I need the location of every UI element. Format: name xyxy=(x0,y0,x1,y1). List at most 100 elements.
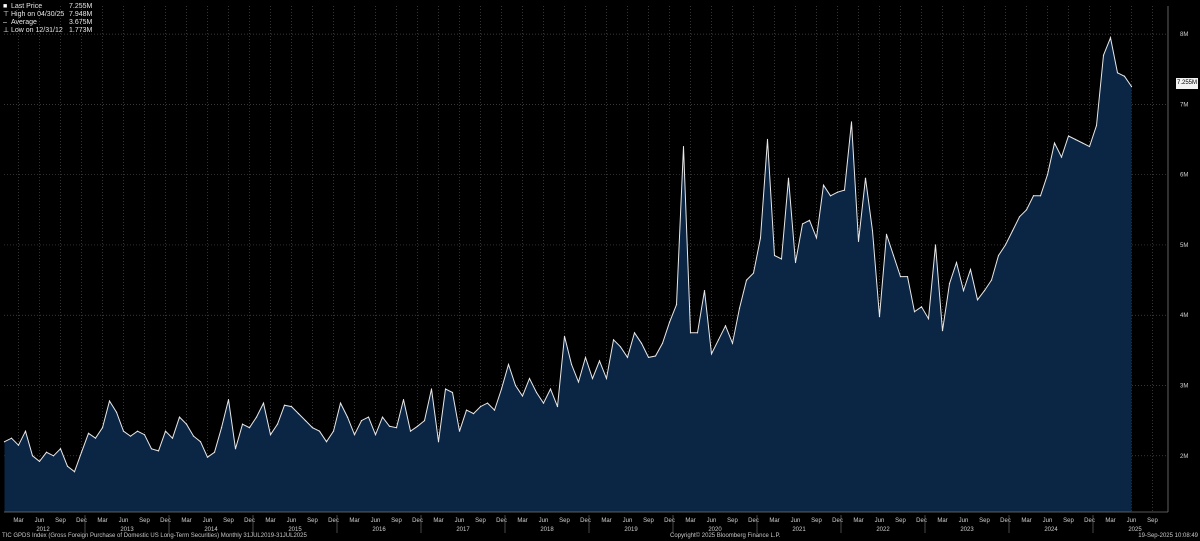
data-point xyxy=(633,332,636,334)
data-point xyxy=(570,363,573,366)
data-point xyxy=(1011,230,1014,232)
data-point xyxy=(563,335,566,337)
data-point xyxy=(710,353,713,355)
x-month-label: Mar xyxy=(601,518,611,524)
average-dash-icon: – xyxy=(3,19,7,26)
data-point xyxy=(948,282,951,285)
x-month-label: Mar xyxy=(265,518,275,524)
data-point xyxy=(794,261,797,264)
data-point xyxy=(801,223,804,225)
x-month-label: Jun xyxy=(287,518,297,524)
data-point xyxy=(829,195,832,197)
x-month-label: Dec xyxy=(160,518,171,524)
data-point xyxy=(241,423,244,425)
x-month-label: Jun xyxy=(707,518,717,524)
legend-average: – Average 3.675M xyxy=(3,19,92,27)
x-month-label: Jun xyxy=(1043,518,1053,524)
x-year-label: 2024 xyxy=(1044,527,1058,533)
data-point xyxy=(892,254,895,257)
data-point xyxy=(409,430,412,432)
data-point xyxy=(878,316,881,318)
data-point xyxy=(619,346,622,348)
data-point xyxy=(325,441,328,443)
high-marker-icon: ⊤ xyxy=(3,11,10,18)
data-point xyxy=(346,416,349,418)
data-point xyxy=(192,435,195,437)
y-tick-label: 6M xyxy=(1180,173,1188,179)
x-year-label: 2014 xyxy=(204,527,218,533)
data-point xyxy=(885,233,888,236)
series-area xyxy=(4,37,1132,513)
x-year-label: 2022 xyxy=(876,527,890,533)
x-month-label: Mar xyxy=(349,518,359,524)
x-month-label: Jun xyxy=(1127,518,1137,524)
x-month-label: Dec xyxy=(748,518,759,524)
data-point xyxy=(899,275,902,278)
data-point xyxy=(1102,54,1105,56)
x-month-label: Dec xyxy=(832,518,843,524)
data-point xyxy=(150,448,153,450)
data-point xyxy=(136,430,139,432)
data-point xyxy=(738,307,741,309)
data-point xyxy=(269,434,272,436)
data-point xyxy=(1032,195,1035,197)
x-year-label: 2016 xyxy=(372,527,386,533)
data-point xyxy=(332,430,335,432)
x-month-label: Mar xyxy=(433,518,443,524)
data-point xyxy=(1074,138,1077,141)
data-point xyxy=(1088,145,1091,148)
data-point xyxy=(661,342,664,344)
x-month-label: Mar xyxy=(685,518,695,524)
data-point xyxy=(836,191,839,193)
legend-low-label: Low on 12/31/12 xyxy=(11,27,63,34)
data-point xyxy=(493,409,496,411)
x-month-label: Sep xyxy=(811,518,822,524)
data-point xyxy=(787,177,790,179)
data-point xyxy=(472,413,475,415)
data-point xyxy=(66,465,69,467)
x-month-label: Sep xyxy=(727,518,738,524)
data-point xyxy=(647,356,650,358)
data-point xyxy=(1116,72,1119,74)
data-point xyxy=(955,261,958,264)
data-point xyxy=(857,240,860,243)
x-month-label: Jun xyxy=(959,518,969,524)
data-point xyxy=(206,456,209,458)
x-month-label: Sep xyxy=(391,518,402,524)
series-points xyxy=(3,37,1133,473)
data-point xyxy=(976,299,979,301)
data-point xyxy=(10,437,13,439)
x-month-label: Sep xyxy=(307,518,318,524)
data-point xyxy=(304,420,307,422)
data-point xyxy=(318,430,321,432)
data-point xyxy=(612,339,615,341)
x-year-label: 2017 xyxy=(456,527,470,533)
data-point xyxy=(920,306,923,308)
data-point xyxy=(430,388,433,390)
data-point xyxy=(584,356,587,358)
footer-timestamp: 19-Sep-2025 10:08:49 xyxy=(1138,533,1198,539)
y-axis: 2M 3M 4M 5M 6M 7M 8M xyxy=(1167,6,1188,512)
data-point xyxy=(339,402,342,404)
y-tick-label: 3M xyxy=(1180,384,1188,390)
data-point xyxy=(164,430,167,432)
footer-copyright: Copyright© 2025 Bloomberg Finance L.P. xyxy=(670,533,781,539)
data-point xyxy=(122,430,125,432)
data-point xyxy=(416,425,419,427)
data-point xyxy=(766,138,769,141)
data-point xyxy=(990,279,993,281)
data-point xyxy=(969,268,972,271)
x-month-label: Jun xyxy=(539,518,549,524)
data-point xyxy=(1046,174,1049,176)
x-month-label: Sep xyxy=(1147,518,1158,524)
data-point xyxy=(59,448,62,450)
data-point xyxy=(640,342,643,344)
data-point xyxy=(934,244,937,246)
x-month-label: Mar xyxy=(97,518,107,524)
legend-last-price: ■ Last Price 7.255M xyxy=(3,3,92,11)
x-month-label: Sep xyxy=(55,518,66,524)
x-month-label: Mar xyxy=(1021,518,1031,524)
x-month-label: Jun xyxy=(35,518,45,524)
data-point xyxy=(115,411,118,413)
